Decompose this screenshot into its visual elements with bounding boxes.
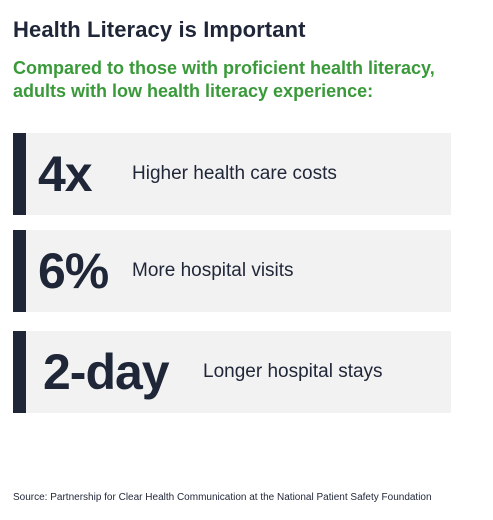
stat-description: Higher health care costs [132, 163, 337, 184]
accent-bar [13, 331, 26, 413]
stat-card-visits: 6% More hospital visits [13, 230, 451, 312]
subtitle-line-2: adults with low health literacy experien… [13, 81, 374, 101]
stat-value: 4x [38, 146, 93, 202]
stat-card-stays: 2-day Longer hospital stays [13, 331, 451, 413]
stat-value: 2-day [43, 344, 170, 400]
accent-bar [13, 133, 26, 215]
source-note: Source: Partnership for Clear Health Com… [13, 492, 432, 503]
subtitle: Compared to those with proficient health… [13, 57, 435, 103]
stat-value: 6% [38, 243, 109, 299]
stat-description: Longer hospital stays [203, 361, 383, 382]
subtitle-line-1: Compared to those with proficient health… [13, 58, 435, 78]
stat-description: More hospital visits [132, 260, 294, 281]
accent-bar [13, 230, 26, 312]
page-title: Health Literacy is Important [13, 17, 306, 42]
stat-card-costs: 4x Higher health care costs [13, 133, 451, 215]
